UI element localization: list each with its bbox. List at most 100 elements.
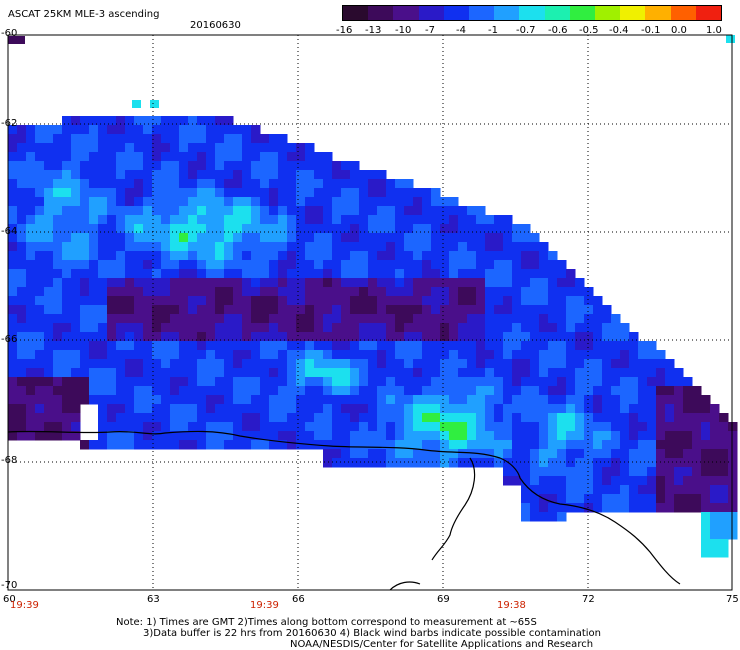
data-cell bbox=[134, 314, 144, 324]
data-cell bbox=[53, 359, 63, 369]
data-cell bbox=[179, 215, 189, 225]
data-cell bbox=[440, 233, 450, 243]
data-cell bbox=[125, 152, 135, 162]
data-cell bbox=[116, 188, 126, 198]
data-cell bbox=[458, 251, 468, 261]
longitude-label: 60 bbox=[3, 594, 16, 605]
data-cell bbox=[539, 413, 549, 423]
data-cell bbox=[161, 323, 171, 333]
data-cell bbox=[422, 395, 432, 405]
data-cell bbox=[629, 368, 639, 378]
data-cell bbox=[332, 251, 342, 261]
data-cell bbox=[242, 341, 252, 351]
data-cell bbox=[620, 422, 630, 432]
data-cell bbox=[251, 125, 261, 135]
data-cell bbox=[431, 206, 441, 216]
data-cell bbox=[125, 125, 135, 135]
data-cell bbox=[89, 215, 99, 225]
data-cell bbox=[602, 485, 612, 495]
data-cell bbox=[620, 485, 630, 495]
data-cell bbox=[224, 197, 234, 207]
data-cell bbox=[80, 395, 90, 405]
data-cell bbox=[620, 368, 630, 378]
data-cell bbox=[62, 161, 72, 171]
data-cell bbox=[17, 395, 27, 405]
data-cell bbox=[314, 215, 324, 225]
data-cell bbox=[53, 134, 63, 144]
data-cell bbox=[242, 359, 252, 369]
data-cell bbox=[287, 269, 297, 279]
data-cell bbox=[521, 251, 531, 261]
data-cell bbox=[404, 377, 414, 387]
data-cell bbox=[305, 404, 315, 414]
data-cell bbox=[215, 161, 225, 171]
data-cell bbox=[539, 287, 549, 297]
data-cell bbox=[503, 350, 513, 360]
data-cell bbox=[89, 314, 99, 324]
data-cell bbox=[44, 170, 54, 180]
data-cell bbox=[341, 314, 351, 324]
data-cell bbox=[701, 431, 711, 441]
data-cell bbox=[8, 233, 18, 243]
data-cell bbox=[521, 314, 531, 324]
data-cell bbox=[278, 314, 288, 324]
data-cell bbox=[665, 395, 675, 405]
data-cell bbox=[287, 440, 297, 450]
data-cell bbox=[143, 350, 153, 360]
data-cell bbox=[584, 503, 594, 513]
data-cell bbox=[98, 305, 108, 315]
data-cell bbox=[296, 161, 306, 171]
data-cell bbox=[341, 179, 351, 189]
data-cell bbox=[359, 395, 369, 405]
data-cell bbox=[701, 512, 711, 522]
data-cell bbox=[143, 260, 153, 270]
data-cell bbox=[665, 368, 675, 378]
data-cell bbox=[224, 215, 234, 225]
data-cell bbox=[467, 431, 477, 441]
data-cell bbox=[404, 422, 414, 432]
data-cell bbox=[494, 278, 504, 288]
data-cell bbox=[431, 422, 441, 432]
data-cell bbox=[278, 233, 288, 243]
data-cell bbox=[485, 251, 495, 261]
data-cell bbox=[305, 278, 315, 288]
data-cell bbox=[332, 314, 342, 324]
title: ASCAT 25KM MLE-3 ascending bbox=[8, 9, 160, 20]
data-cell bbox=[404, 215, 414, 225]
data-cell bbox=[152, 359, 162, 369]
data-cell bbox=[98, 386, 108, 396]
data-cell bbox=[224, 269, 234, 279]
data-cell bbox=[197, 287, 207, 297]
data-cell bbox=[224, 350, 234, 360]
data-cell bbox=[215, 242, 225, 252]
data-cell bbox=[206, 278, 216, 288]
data-cell bbox=[377, 431, 387, 441]
data-cell bbox=[80, 152, 90, 162]
data-cell bbox=[89, 242, 99, 252]
data-cell bbox=[134, 197, 144, 207]
data-cell bbox=[134, 350, 144, 360]
data-cell bbox=[35, 233, 45, 243]
data-cell bbox=[602, 413, 612, 423]
data-cell bbox=[89, 341, 99, 351]
data-cell bbox=[458, 395, 468, 405]
data-cell bbox=[413, 449, 423, 459]
data-cell bbox=[692, 467, 702, 477]
note-line-1: Note: 1) Times are GMT 2)Times along bot… bbox=[116, 617, 537, 628]
data-cell bbox=[386, 395, 396, 405]
data-cell bbox=[548, 323, 558, 333]
data-cell bbox=[17, 179, 27, 189]
data-cell bbox=[107, 287, 117, 297]
data-cell bbox=[359, 386, 369, 396]
data-cell bbox=[611, 413, 621, 423]
data-cell bbox=[269, 242, 279, 252]
data-cell bbox=[377, 260, 387, 270]
data-cell bbox=[395, 224, 405, 234]
data-cell bbox=[539, 485, 549, 495]
data-cell bbox=[188, 269, 198, 279]
data-cell bbox=[467, 350, 477, 360]
latitude-label: -62 bbox=[1, 118, 18, 129]
data-cell bbox=[341, 287, 351, 297]
data-cell bbox=[296, 332, 306, 342]
data-cell bbox=[80, 134, 90, 144]
